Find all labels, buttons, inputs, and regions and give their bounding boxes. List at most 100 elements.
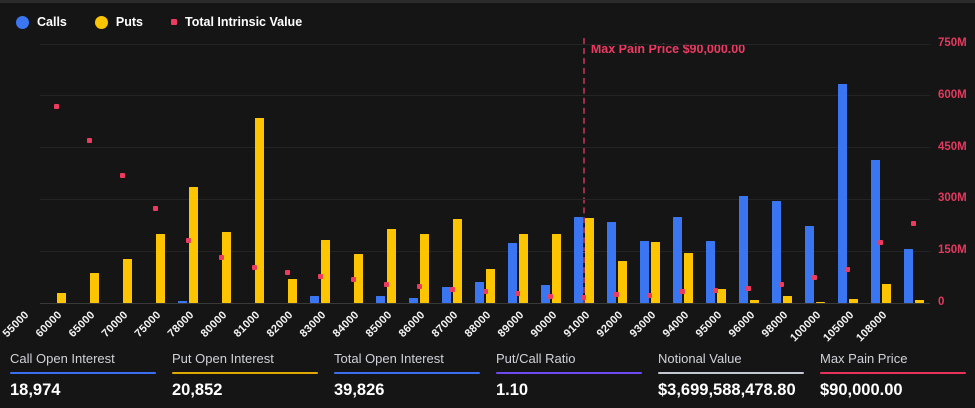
intrinsic-value-dot[interactable]: [119, 172, 125, 178]
call-bar[interactable]: [409, 297, 419, 303]
put-bar[interactable]: [123, 258, 133, 303]
put-bar[interactable]: [551, 233, 561, 303]
bar-group-80000[interactable]: [238, 44, 271, 303]
put-bar[interactable]: [914, 300, 924, 303]
put-bar[interactable]: [453, 218, 463, 303]
call-bar[interactable]: [804, 225, 814, 303]
put-bar[interactable]: [584, 217, 594, 303]
put-bar[interactable]: [57, 292, 67, 303]
bar-group-93000[interactable]: [666, 44, 699, 303]
intrinsic-value-dot[interactable]: [713, 288, 719, 294]
intrinsic-value-dot[interactable]: [185, 237, 191, 243]
intrinsic-value-dot[interactable]: [812, 274, 818, 280]
put-bar[interactable]: [354, 253, 364, 303]
call-bar[interactable]: [771, 200, 781, 303]
bar-group-92000[interactable]: [633, 44, 666, 303]
intrinsic-value-dot[interactable]: [284, 270, 290, 276]
bar-group-75000[interactable]: [172, 44, 205, 303]
intrinsic-value-dot[interactable]: [581, 294, 587, 300]
legend-item-puts[interactable]: Puts: [94, 15, 143, 29]
intrinsic-value-dot[interactable]: [482, 289, 488, 295]
bar-group-55000[interactable]: [40, 44, 73, 303]
put-bar[interactable]: [90, 272, 100, 303]
call-bar[interactable]: [178, 300, 188, 303]
bar-group-81000[interactable]: [271, 44, 304, 303]
bar-group-91000[interactable]: [600, 44, 633, 303]
intrinsic-value-dot[interactable]: [53, 103, 59, 109]
bar-group-95000[interactable]: [732, 44, 765, 303]
bar-group-100000[interactable]: [831, 44, 864, 303]
bar-group-105000[interactable]: [864, 44, 897, 303]
put-bar[interactable]: [156, 234, 166, 303]
put-bar[interactable]: [782, 296, 792, 303]
bar-group-88000[interactable]: [501, 44, 534, 303]
call-bar[interactable]: [442, 286, 452, 303]
call-bar[interactable]: [573, 216, 583, 303]
put-bar[interactable]: [518, 234, 528, 303]
intrinsic-value-dot[interactable]: [86, 137, 92, 143]
bar-group-86000[interactable]: [436, 44, 469, 303]
intrinsic-value-dot[interactable]: [647, 292, 653, 298]
put-bar[interactable]: [617, 260, 627, 303]
bar-group-87000[interactable]: [469, 44, 502, 303]
call-bar[interactable]: [870, 159, 880, 303]
call-bar[interactable]: [705, 241, 715, 303]
intrinsic-value-dot[interactable]: [251, 265, 257, 271]
call-bar[interactable]: [376, 296, 386, 303]
intrinsic-value-dot[interactable]: [680, 288, 686, 294]
call-bar[interactable]: [837, 83, 847, 303]
put-bar[interactable]: [189, 187, 199, 303]
put-bar[interactable]: [288, 279, 298, 303]
put-bar[interactable]: [683, 252, 693, 303]
call-bar[interactable]: [540, 284, 550, 303]
intrinsic-value-dot[interactable]: [350, 277, 356, 283]
intrinsic-value-dot[interactable]: [878, 239, 884, 245]
intrinsic-value-dot[interactable]: [779, 282, 785, 288]
put-bar[interactable]: [420, 234, 430, 303]
intrinsic-value-dot[interactable]: [317, 274, 323, 280]
intrinsic-value-dot[interactable]: [416, 284, 422, 290]
bar-group-65000[interactable]: [106, 44, 139, 303]
bar-group-108000[interactable]: [897, 44, 930, 303]
bar-group-60000[interactable]: [73, 44, 106, 303]
put-bar[interactable]: [255, 118, 265, 303]
legend-item-calls[interactable]: Calls: [16, 15, 67, 29]
intrinsic-value-dot[interactable]: [449, 287, 455, 293]
call-bar[interactable]: [672, 216, 682, 303]
intrinsic-value-dot[interactable]: [614, 291, 620, 297]
intrinsic-value-dot[interactable]: [548, 293, 554, 299]
call-bar[interactable]: [310, 295, 320, 303]
call-bar[interactable]: [606, 222, 616, 303]
intrinsic-value-dot[interactable]: [152, 205, 158, 211]
intrinsic-value-dot[interactable]: [911, 221, 917, 227]
put-bar[interactable]: [321, 239, 331, 303]
call-bar[interactable]: [738, 195, 748, 303]
bar-group-83000[interactable]: [337, 44, 370, 303]
bar-group-85000[interactable]: [403, 44, 436, 303]
bar-group-94000[interactable]: [699, 44, 732, 303]
bar-group-98000[interactable]: [798, 44, 831, 303]
bar-group-89000[interactable]: [534, 44, 567, 303]
call-bar[interactable]: [507, 242, 517, 303]
bar-group-82000[interactable]: [304, 44, 337, 303]
intrinsic-value-dot[interactable]: [515, 290, 521, 296]
put-bar[interactable]: [387, 228, 397, 303]
intrinsic-value-dot[interactable]: [845, 267, 851, 273]
put-bar[interactable]: [650, 242, 660, 303]
put-bar[interactable]: [749, 300, 759, 303]
bar-group-78000[interactable]: [205, 44, 238, 303]
put-bar[interactable]: [485, 269, 495, 303]
put-bar[interactable]: [222, 232, 232, 303]
put-bar[interactable]: [848, 299, 858, 303]
put-bar[interactable]: [815, 302, 825, 303]
bar-group-96000[interactable]: [765, 44, 798, 303]
put-bar[interactable]: [881, 283, 891, 303]
call-bar[interactable]: [474, 281, 484, 303]
call-bar[interactable]: [903, 248, 913, 303]
legend-item-intrinsic[interactable]: Total Intrinsic Value: [170, 15, 302, 29]
bar-group-90000[interactable]: [567, 44, 600, 303]
intrinsic-value-dot[interactable]: [746, 285, 752, 291]
bar-group-84000[interactable]: [370, 44, 403, 303]
call-bar[interactable]: [639, 240, 649, 303]
intrinsic-value-dot[interactable]: [383, 281, 389, 287]
